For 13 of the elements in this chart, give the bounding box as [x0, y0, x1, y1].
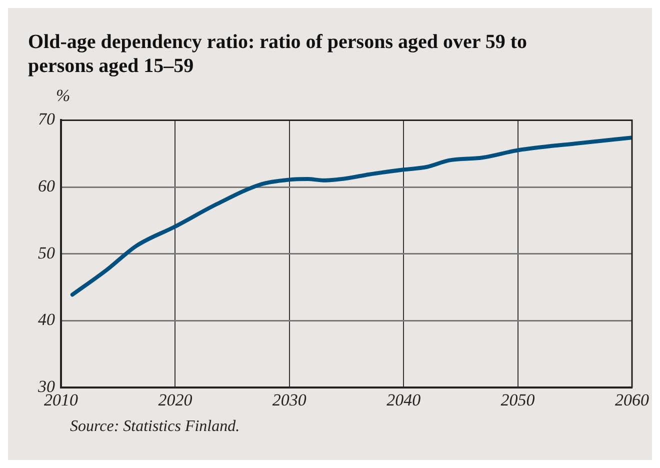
y-axis-title: %	[56, 86, 72, 105]
x-tick-label: 2020	[158, 390, 193, 410]
x-tick-label: 2060	[615, 390, 650, 410]
y-tick-label: 70	[38, 110, 56, 129]
chart-title: Old-age dependency ratio: ratio of persons aged over 59 to persons aged 15–59	[28, 30, 528, 78]
y-tick-label: 50	[38, 243, 56, 262]
y-tick-label: 40	[38, 310, 56, 330]
source-note: Source: Statistics Finland.	[70, 418, 241, 436]
y-tick-label: 60	[38, 176, 56, 196]
x-tick-label: 2050	[500, 390, 536, 410]
x-tick-label: 2030	[272, 390, 307, 410]
x-tick-label: 2040	[386, 390, 422, 410]
line-series	[70, 136, 632, 297]
